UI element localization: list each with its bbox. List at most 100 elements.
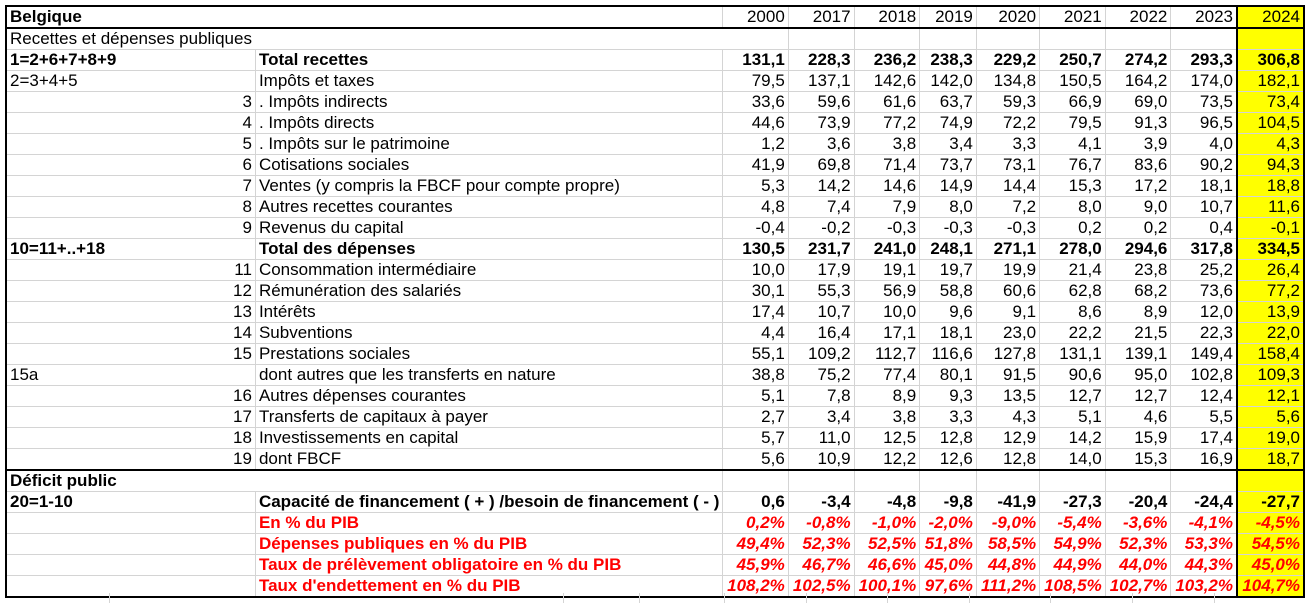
- value-cell-2024[interactable]: 26,4: [1236, 259, 1305, 281]
- value-cell-2018[interactable]: 77,4: [853, 364, 921, 386]
- row-code[interactable]: [4, 512, 256, 534]
- row-code[interactable]: 14: [4, 322, 256, 344]
- empty-cell[interactable]: [1104, 469, 1172, 492]
- row-label[interactable]: Cotisations sociales: [254, 154, 724, 176]
- row-code[interactable]: 13: [4, 301, 256, 323]
- value-cell-2018[interactable]: 46,6%: [853, 554, 921, 576]
- value-cell-2024[interactable]: 45,0%: [1236, 554, 1305, 576]
- value-cell-2018[interactable]: 236,2: [853, 49, 921, 71]
- value-cell-2021[interactable]: 62,8: [1039, 280, 1106, 302]
- value-cell-2000[interactable]: 5,3: [722, 175, 789, 197]
- row-code[interactable]: 8: [4, 196, 256, 218]
- value-cell-2021[interactable]: 131,1: [1039, 343, 1106, 365]
- value-cell-2000[interactable]: 33,6: [722, 91, 789, 113]
- value-cell-2023[interactable]: 10,7: [1170, 196, 1238, 218]
- value-cell-2021[interactable]: 0,2: [1039, 217, 1106, 239]
- value-cell-2023[interactable]: 174,0: [1170, 70, 1238, 92]
- value-cell-2000[interactable]: 5,6: [722, 448, 789, 471]
- year-header-2020[interactable]: 2020: [975, 5, 1041, 29]
- value-cell-2019[interactable]: -2,0%: [919, 512, 977, 534]
- value-cell-2018[interactable]: 3,8: [853, 406, 921, 428]
- value-cell-2017[interactable]: 137,1: [787, 70, 855, 92]
- value-cell-2020[interactable]: 14,4: [975, 175, 1041, 197]
- row-code[interactable]: [4, 554, 256, 576]
- value-cell-2023[interactable]: 5,5: [1170, 406, 1238, 428]
- value-cell-2018[interactable]: 61,6: [853, 91, 921, 113]
- value-cell-2000[interactable]: 0,6: [722, 491, 789, 513]
- value-cell-2022[interactable]: 274,2: [1104, 49, 1172, 71]
- value-cell-2000[interactable]: 5,7: [722, 427, 789, 449]
- row-label[interactable]: Prestations sociales: [254, 343, 724, 365]
- value-cell-2017[interactable]: 75,2: [787, 364, 855, 386]
- value-cell-2000[interactable]: 38,8: [722, 364, 789, 386]
- value-cell-2024[interactable]: -0,1: [1236, 217, 1305, 239]
- value-cell-2000[interactable]: 41,9: [722, 154, 789, 176]
- value-cell-2022[interactable]: 15,3: [1104, 448, 1172, 471]
- value-cell-2024[interactable]: 19,0: [1236, 427, 1305, 449]
- value-cell-2019[interactable]: -9,8: [919, 491, 977, 513]
- value-cell-2022[interactable]: 139,1: [1104, 343, 1172, 365]
- row-label[interactable]: Autres recettes courantes: [254, 196, 724, 218]
- value-cell-2024[interactable]: 18,8: [1236, 175, 1305, 197]
- row-label[interactable]: Investissements en capital: [254, 427, 724, 449]
- empty-cell[interactable]: [975, 27, 1041, 50]
- row-label[interactable]: Ventes (y compris la FBCF pour compte pr…: [254, 175, 724, 197]
- value-cell-2000[interactable]: 17,4: [722, 301, 789, 323]
- row-label[interactable]: Revenus du capital: [254, 217, 724, 239]
- empty-cell[interactable]: [1170, 469, 1238, 492]
- value-cell-2019[interactable]: 3,3: [919, 406, 977, 428]
- value-cell-2020[interactable]: 72,2: [975, 112, 1041, 134]
- row-code[interactable]: 12: [4, 280, 256, 302]
- value-cell-2024[interactable]: 11,6: [1236, 196, 1305, 218]
- value-cell-2018[interactable]: -4,8: [853, 491, 921, 513]
- value-cell-2019[interactable]: -0,3: [919, 217, 977, 239]
- value-cell-2018[interactable]: 10,0: [853, 301, 921, 323]
- value-cell-2020[interactable]: 44,8%: [975, 554, 1041, 576]
- value-cell-2018[interactable]: 14,6: [853, 175, 921, 197]
- value-cell-2021[interactable]: 15,3: [1039, 175, 1106, 197]
- value-cell-2020[interactable]: -9,0%: [975, 512, 1041, 534]
- row-label[interactable]: . Impôts directs: [254, 112, 724, 134]
- row-code[interactable]: 11: [4, 259, 256, 281]
- value-cell-2020[interactable]: 111,2%: [975, 575, 1041, 598]
- value-cell-2017[interactable]: -0,8%: [787, 512, 855, 534]
- value-cell-2021[interactable]: 22,2: [1039, 322, 1106, 344]
- value-cell-2022[interactable]: 294,6: [1104, 238, 1172, 260]
- year-header-2021[interactable]: 2021: [1039, 5, 1106, 29]
- value-cell-2019[interactable]: 248,1: [919, 238, 977, 260]
- value-cell-2000[interactable]: 30,1: [722, 280, 789, 302]
- row-label[interactable]: Total des dépenses: [254, 238, 724, 260]
- row-code[interactable]: 16: [4, 385, 256, 407]
- value-cell-2017[interactable]: 102,5%: [787, 575, 855, 598]
- value-cell-2024[interactable]: 306,8: [1236, 49, 1305, 71]
- value-cell-2021[interactable]: 14,0: [1039, 448, 1106, 471]
- value-cell-2022[interactable]: 9,0: [1104, 196, 1172, 218]
- value-cell-2000[interactable]: 2,7: [722, 406, 789, 428]
- value-cell-2021[interactable]: 14,2: [1039, 427, 1106, 449]
- year-header-2024[interactable]: 2024: [1236, 5, 1305, 29]
- value-cell-2017[interactable]: 11,0: [787, 427, 855, 449]
- value-cell-2000[interactable]: 131,1: [722, 49, 789, 71]
- value-cell-2024[interactable]: 22,0: [1236, 322, 1305, 344]
- value-cell-2019[interactable]: 14,9: [919, 175, 977, 197]
- value-cell-2000[interactable]: 79,5: [722, 70, 789, 92]
- value-cell-2021[interactable]: 90,6: [1039, 364, 1106, 386]
- value-cell-2020[interactable]: 229,2: [975, 49, 1041, 71]
- row-label[interactable]: Intérêts: [254, 301, 724, 323]
- value-cell-2022[interactable]: 0,2: [1104, 217, 1172, 239]
- value-cell-2019[interactable]: 73,7: [919, 154, 977, 176]
- value-cell-2021[interactable]: 5,1: [1039, 406, 1106, 428]
- value-cell-2021[interactable]: -27,3: [1039, 491, 1106, 513]
- value-cell-2019[interactable]: 58,8: [919, 280, 977, 302]
- value-cell-2017[interactable]: 46,7%: [787, 554, 855, 576]
- value-cell-2018[interactable]: 241,0: [853, 238, 921, 260]
- row-code[interactable]: 6: [4, 154, 256, 176]
- value-cell-2019[interactable]: 9,3: [919, 385, 977, 407]
- year-header-2023[interactable]: 2023: [1170, 5, 1238, 29]
- empty-cell[interactable]: [1039, 469, 1106, 492]
- value-cell-2023[interactable]: 17,4: [1170, 427, 1238, 449]
- value-cell-2022[interactable]: 15,9: [1104, 427, 1172, 449]
- value-cell-2019[interactable]: 45,0%: [919, 554, 977, 576]
- row-label[interactable]: . Impôts sur le patrimoine: [254, 133, 724, 155]
- value-cell-2023[interactable]: 12,0: [1170, 301, 1238, 323]
